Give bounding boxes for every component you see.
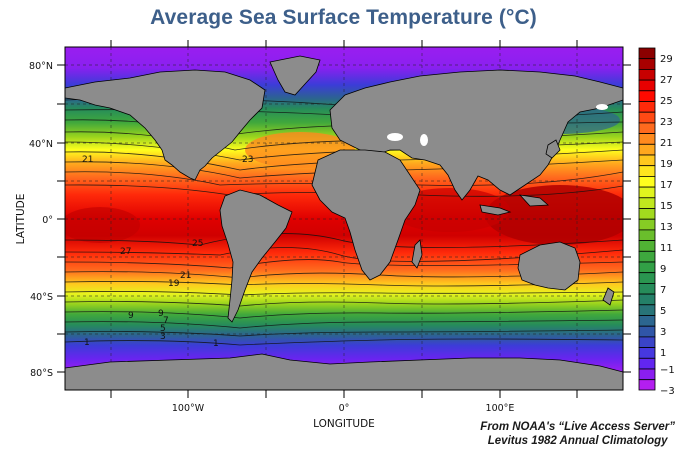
contour-label: 1 — [213, 339, 219, 349]
ocean-temperature-field — [65, 47, 623, 390]
contour-label: 7 — [163, 316, 169, 326]
colorbar — [638, 47, 656, 391]
colorbar-label: 11 — [660, 243, 673, 254]
y-tick-80s: 80°S — [30, 368, 53, 379]
colorbar-label: −3 — [660, 386, 675, 397]
colorbar-label: 9 — [660, 264, 666, 275]
colorbar-label: 17 — [660, 180, 673, 191]
colorbar-label: 29 — [660, 54, 673, 65]
colorbar-label: 3 — [660, 327, 666, 338]
contour-label: 27 — [120, 247, 131, 257]
y-axis-ticks-right — [623, 64, 631, 373]
contour-label: 19 — [168, 279, 180, 289]
x-tick-0: 0° — [339, 403, 350, 414]
contour-label: 3 — [160, 332, 166, 342]
contour-label: 21 — [82, 155, 93, 165]
contour-label: 5 — [160, 324, 166, 334]
land-masses — [65, 55, 623, 390]
colorbar-label: 23 — [660, 117, 673, 128]
contour-label: 9 — [128, 311, 134, 321]
colorbar-label: 15 — [660, 201, 673, 212]
contour-labels: 21 23 25 27 21 19 9 9 7 5 3 1 1 — [82, 155, 253, 349]
x-tick-100w: 100°W — [172, 403, 205, 414]
y-axis-label: LATITUDE — [15, 194, 27, 245]
colorbar-label: 13 — [660, 222, 673, 233]
colorbar-label: 21 — [660, 138, 673, 149]
contour-label: 9 — [158, 309, 164, 319]
contour-label: 23 — [242, 155, 253, 165]
contour-label: 1 — [84, 338, 90, 348]
credit-line-1: From NOAA's “Live Access Server” — [480, 421, 675, 433]
y-axis-ticks-left — [57, 64, 65, 373]
colorbar-label: 5 — [660, 306, 666, 317]
y-tick-40n: 40°N — [29, 139, 53, 150]
x-axis-ticks-top — [110, 40, 578, 47]
x-tick-labels: 100°W 0° 100°E — [172, 403, 515, 414]
contour-label: 21 — [180, 271, 191, 281]
x-axis-ticks-bottom — [110, 390, 578, 398]
colorbar-label: 7 — [660, 285, 666, 296]
ice-lakes — [387, 104, 608, 146]
chart-title: Average Sea Surface Temperature (°C) — [150, 6, 537, 29]
colorbar-label: 19 — [660, 159, 673, 170]
credit-line-2: Levitus 1982 Annual Climatology — [487, 435, 668, 447]
colorbar-labels: 29 27 25 23 21 19 17 15 13 11 9 7 5 3 1 … — [660, 54, 675, 397]
y-tick-0: 0° — [42, 215, 53, 226]
colorbar-label: −1 — [660, 365, 675, 376]
x-tick-100e: 100°E — [486, 403, 515, 414]
x-axis-label: LONGITUDE — [313, 418, 375, 430]
y-tick-40s: 40°S — [30, 292, 53, 303]
colorbar-label: 25 — [660, 96, 673, 107]
y-tick-80n: 80°N — [29, 61, 53, 72]
colorbar-label: 1 — [660, 348, 666, 359]
contour-label: 25 — [192, 239, 203, 249]
y-tick-labels: 80°N 40°N 0° 40°S 80°S — [29, 61, 53, 379]
colorbar-label: 27 — [660, 75, 673, 86]
source-credit: From NOAA's “Live Access Server” Levitus… — [480, 420, 675, 448]
